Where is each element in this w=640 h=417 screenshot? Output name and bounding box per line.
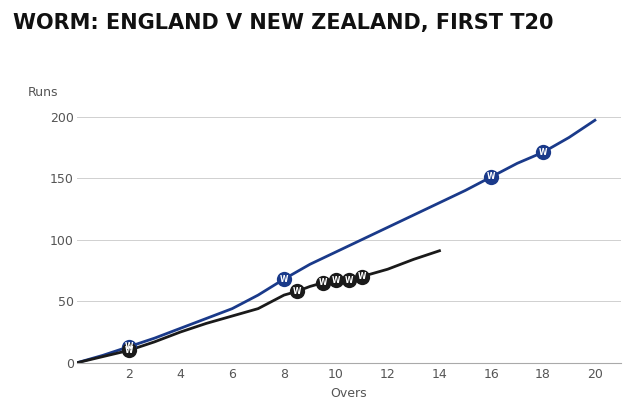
Text: W: W: [358, 272, 366, 281]
Text: W: W: [319, 278, 327, 287]
Text: W: W: [124, 342, 132, 351]
Text: W: W: [539, 148, 547, 157]
Text: W: W: [332, 276, 340, 285]
X-axis label: Overs: Overs: [330, 387, 367, 400]
Text: W: W: [293, 287, 301, 296]
Text: W: W: [280, 274, 288, 284]
Text: WORM: ENGLAND V NEW ZEALAND, FIRST T20: WORM: ENGLAND V NEW ZEALAND, FIRST T20: [13, 13, 554, 33]
Text: Runs: Runs: [28, 86, 58, 99]
Text: W: W: [487, 172, 495, 181]
Text: W: W: [344, 276, 353, 285]
Text: W: W: [124, 346, 132, 355]
